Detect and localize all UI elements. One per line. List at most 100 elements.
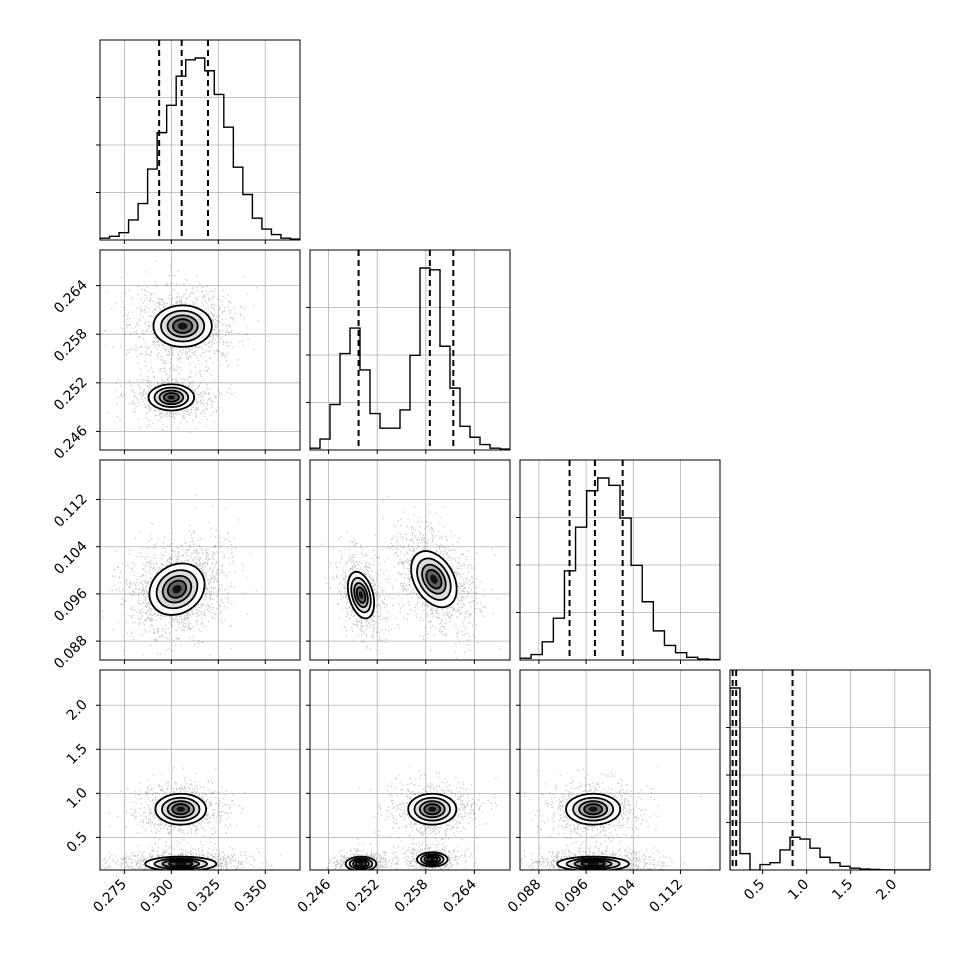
- panel-2-2: [516, 459, 721, 664]
- contour-line: [161, 796, 201, 822]
- x-tick-label: 0.258: [392, 876, 432, 916]
- contour-line: [352, 859, 370, 869]
- density-level: [358, 591, 364, 599]
- contour-line: [423, 854, 442, 865]
- contour-line: [418, 800, 446, 819]
- contour-line: [421, 563, 447, 595]
- contour-line: [166, 314, 199, 338]
- density-level: [172, 585, 182, 594]
- panel-frame: [99, 459, 301, 661]
- contour-line: [148, 562, 206, 616]
- panel-3-1: [306, 669, 511, 874]
- panel-frame: [99, 39, 301, 241]
- panel-content: [520, 460, 720, 660]
- density-level: [428, 806, 437, 812]
- panel-frame: [309, 249, 511, 451]
- x-tick-label: 0.104: [599, 876, 639, 916]
- density-level: [588, 806, 598, 812]
- y-tick-label: 0.5: [64, 829, 91, 856]
- contour-line: [565, 857, 621, 870]
- panel-2-0: [96, 459, 301, 664]
- contour-line: [407, 792, 458, 826]
- x-tick-label: 0.300: [137, 876, 177, 916]
- contour-line: [147, 383, 196, 412]
- contour-line: [572, 796, 615, 822]
- contour-line: [423, 803, 442, 816]
- panel-content: [319, 765, 498, 870]
- contour-line: [346, 570, 376, 620]
- density-level: [174, 861, 187, 866]
- y-tick-label: 0.264: [51, 277, 91, 317]
- panel-content: [101, 260, 269, 434]
- density-level: [429, 857, 435, 862]
- contour-line: [152, 304, 213, 348]
- x-tick-label: 0.252: [343, 876, 383, 916]
- panel-frame: [519, 669, 721, 871]
- contour-line: [355, 586, 367, 604]
- x-tick-label: 0.246: [295, 876, 335, 916]
- density-level: [358, 861, 364, 866]
- contour-line: [161, 574, 193, 604]
- contour-line: [348, 857, 374, 870]
- panel-0-0: [96, 39, 301, 244]
- y-tick-label: 0.096: [51, 585, 91, 625]
- contour-line: [172, 318, 194, 334]
- contour-line: [166, 800, 195, 819]
- contour-line: [168, 860, 194, 868]
- panel-frame: [309, 459, 511, 661]
- contour-line: [416, 557, 452, 601]
- density-level: [430, 574, 438, 584]
- y-tick-label: 0.112: [51, 491, 91, 531]
- contour-line: [154, 792, 208, 826]
- panel-content: [321, 495, 501, 659]
- contour-line: [158, 389, 185, 406]
- panel-content: [520, 765, 713, 870]
- histogram-step: [310, 267, 510, 450]
- y-tick-label: 1.0: [64, 785, 91, 812]
- contour-line: [160, 309, 206, 343]
- density-level: [167, 395, 176, 400]
- contour-line: [171, 803, 191, 816]
- contour-line: [573, 859, 613, 869]
- contour-line: [556, 855, 630, 870]
- density-level: [177, 322, 188, 330]
- x-tick-label: 0.112: [646, 876, 686, 916]
- contour-line: [425, 568, 443, 590]
- contour-line: [155, 569, 199, 610]
- x-tick-label: 0.5: [741, 876, 768, 903]
- x-tick-label: 0.275: [90, 876, 130, 916]
- x-tick-label: 0.096: [552, 876, 592, 916]
- histogram-step: [730, 687, 930, 870]
- contour-line: [580, 860, 607, 868]
- contour-line: [144, 855, 218, 870]
- panel-frame: [519, 459, 721, 661]
- panel-3-3: [726, 669, 931, 874]
- y-tick-label: 0.088: [51, 633, 91, 673]
- panel-1-1: [306, 249, 511, 454]
- x-tick-label: 0.264: [440, 876, 480, 916]
- contour-line: [350, 576, 372, 614]
- panel-2-1: [306, 459, 511, 664]
- panel-content: [102, 494, 257, 660]
- panel-3-2: [516, 669, 721, 874]
- panel-content: [101, 766, 282, 870]
- histogram-step: [100, 57, 300, 240]
- x-tick-label: 2.0: [873, 876, 900, 903]
- contour-line: [583, 803, 604, 816]
- contour-line: [353, 582, 369, 609]
- panel-frame: [99, 669, 301, 871]
- y-tick-label: 1.5: [64, 741, 91, 768]
- y-tick-label: 2.0: [64, 697, 91, 724]
- y-tick-label: 0.252: [51, 374, 91, 414]
- contour-line: [161, 859, 201, 869]
- contour-line: [416, 851, 449, 868]
- contour-line: [166, 579, 188, 599]
- contour-line: [355, 860, 368, 868]
- density-level: [587, 861, 599, 866]
- panel-3-0: [96, 669, 301, 874]
- histogram-step: [520, 477, 720, 660]
- contour-line: [153, 857, 208, 870]
- panel-1-0: [96, 249, 301, 454]
- y-tick-label: 0.104: [51, 538, 91, 578]
